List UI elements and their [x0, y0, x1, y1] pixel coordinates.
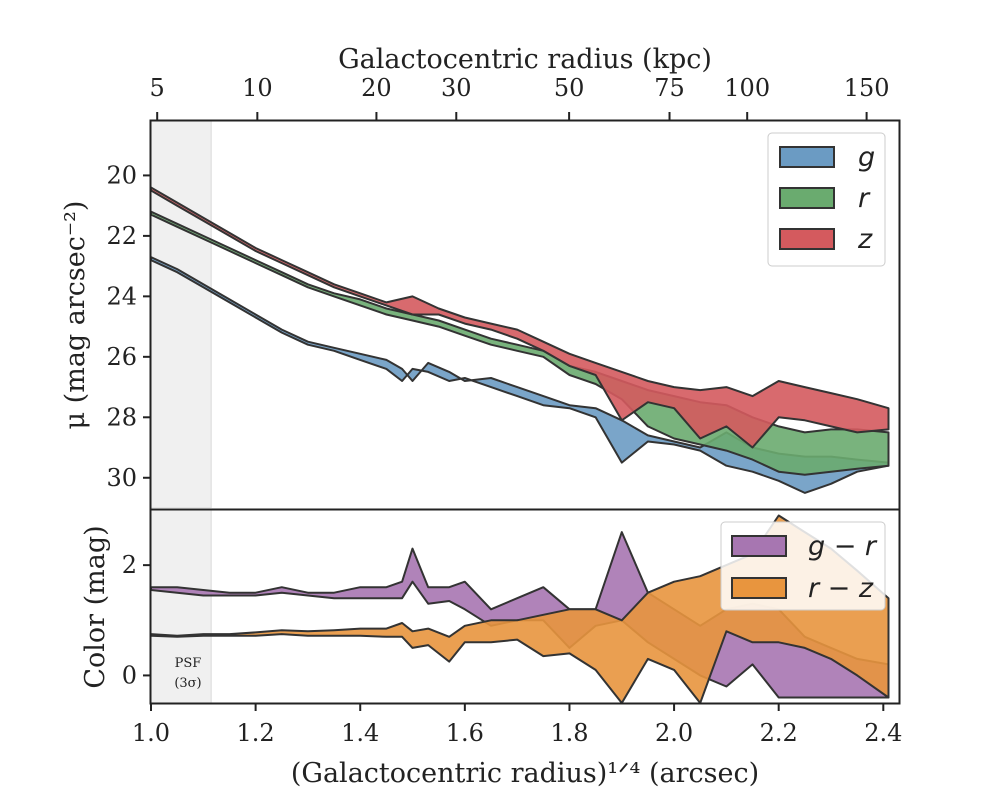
legend-swatch-g: [779, 146, 835, 168]
y-tick-label: 20: [106, 161, 137, 189]
x-tick-label: 2.2: [760, 719, 798, 747]
y-tick-label: 28: [106, 403, 137, 431]
bottom-y-axis-title: Color (mag): [80, 525, 111, 688]
y-tick-label: 22: [106, 222, 137, 250]
legend-surface-brightness: g r z: [767, 132, 886, 267]
psf-shaded-region-top: [151, 121, 212, 508]
legend-swatch-g-r: [731, 535, 787, 557]
y-tick-label: 30: [106, 464, 137, 492]
x-tick-label: 1.2: [237, 719, 275, 747]
surface-brightness-areas: [151, 186, 890, 494]
x-tick-label: 2.0: [655, 719, 693, 747]
legend-swatch-r-z: [731, 577, 787, 599]
y-axis-ticks-top: 20 22 24 26 28 30: [106, 161, 151, 492]
series-band-r---z: [151, 514, 890, 703]
y-tick-label: 26: [106, 343, 137, 371]
legend-label-g-r: g − r: [808, 531, 878, 562]
legend-label-g: g: [858, 142, 875, 173]
legend-label-r: r: [858, 183, 871, 214]
x-tick-label: 1.6: [446, 719, 484, 747]
kpc-tick-label: 10: [242, 74, 273, 102]
surface-brightness-panel: 20 22 24 26 28 30 5 10 20 30 50 75 100 150 g r z Gal…: [60, 44, 901, 511]
kpc-tick-label: 30: [441, 74, 472, 102]
kpc-tick-label: 20: [361, 74, 392, 102]
bottom-x-axis-title: (Galactocentric radius)¹ᐟ⁴ (arcsec): [291, 758, 759, 789]
top-x-axis-title: Galactocentric radius (kpc): [338, 44, 712, 75]
x-tick-label: 1.8: [550, 719, 588, 747]
psf-sigma-label: (3σ): [174, 676, 201, 691]
legend-color: g − r r − z: [720, 521, 886, 611]
bottom-panel-frame: [149, 508, 901, 705]
kpc-tick-label: 150: [844, 74, 890, 102]
top-y-axis-title: μ (mag arcsec⁻²): [60, 201, 91, 430]
psf-label: PSF: [175, 656, 202, 671]
kpc-tick-label: 100: [724, 74, 770, 102]
color-areas: [151, 514, 890, 703]
legend-label-z: z: [857, 224, 873, 255]
legend-label-r-z: r − z: [808, 573, 874, 604]
kpc-tick-label: 50: [554, 74, 585, 102]
series-band-z: [151, 186, 890, 449]
color-panel: 02 1.0 1.2 1.4 1.6 1.8 2.0 2.2 2.4 PSF (3σ) g −…: [80, 508, 902, 789]
legend-swatch-z: [779, 228, 835, 250]
x-axis-ticks-bottom: 1.0 1.2 1.4 1.6 1.8 2.0 2.2 2.4: [132, 703, 902, 747]
x-tick-label: 1.4: [341, 719, 379, 747]
legend-swatch-r: [779, 187, 835, 209]
y-tick-label: 2: [122, 551, 137, 579]
x-tick-label: 2.4: [864, 719, 902, 747]
psf-shaded-region-bottom: [151, 510, 212, 703]
kpc-tick-label: 75: [654, 74, 685, 102]
y-tick-label: 0: [122, 661, 137, 689]
x-tick-label: 1.0: [132, 719, 170, 747]
kpc-tick-label: 5: [150, 74, 165, 102]
y-axis-ticks-bottom: 02: [122, 551, 151, 689]
y-tick-label: 24: [106, 282, 137, 310]
kpc-axis-ticks: 5 10 20 30 50 75 100 150: [150, 74, 890, 121]
